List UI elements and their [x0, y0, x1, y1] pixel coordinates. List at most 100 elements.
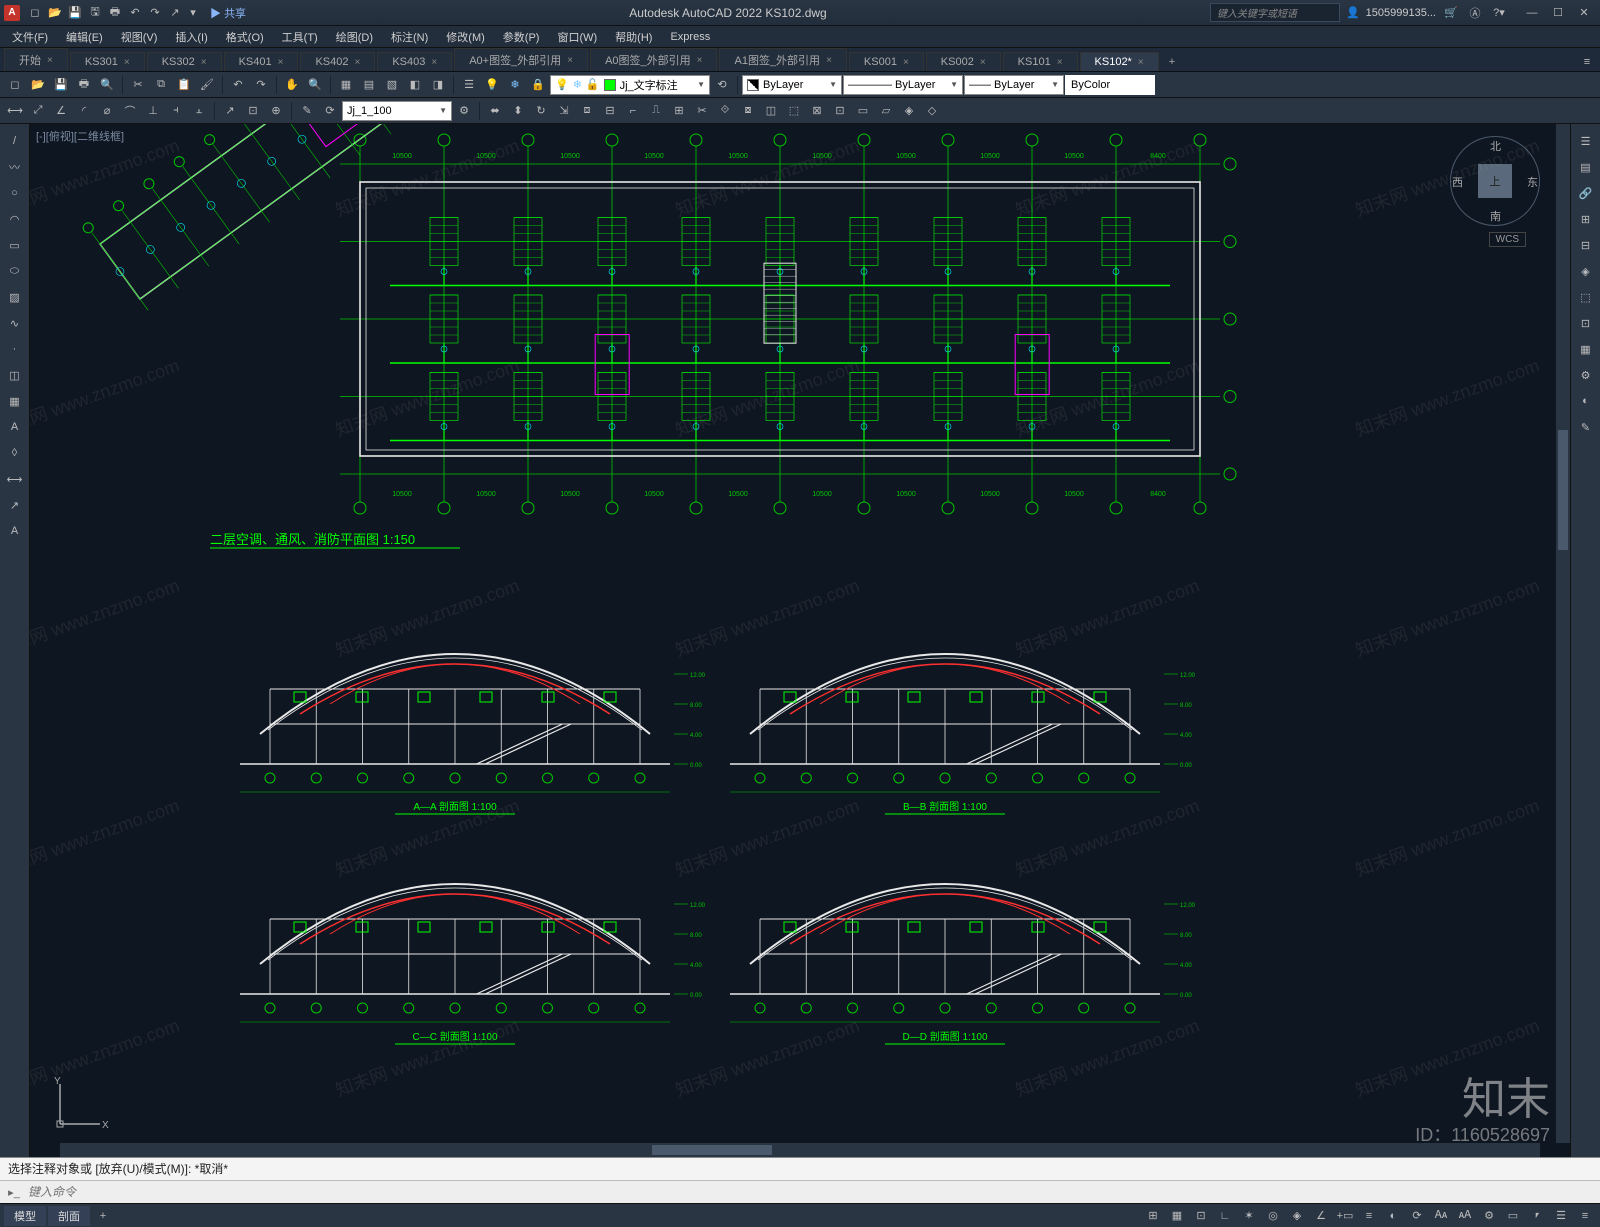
sb-monitor-icon[interactable]: ▭	[1502, 1206, 1524, 1226]
sb-snap-icon[interactable]: ⊡	[1190, 1206, 1212, 1226]
file-tab[interactable]: KS002×	[926, 52, 1001, 71]
menu-绘图[interactable]: 绘图(D)	[328, 27, 381, 47]
share-arrow-icon[interactable]: ↗	[166, 4, 184, 22]
sb-qp-icon[interactable]: ☰	[1550, 1206, 1572, 1226]
app-logo[interactable]: A	[4, 5, 20, 21]
menu-标注[interactable]: 标注(N)	[383, 27, 436, 47]
mod13[interactable]: ◫	[760, 100, 782, 122]
sb-lwt-icon[interactable]: ≡	[1358, 1206, 1380, 1226]
tab-close-icon[interactable]: ×	[980, 57, 986, 68]
dim-base-icon[interactable]: ⫞	[165, 100, 187, 122]
dimstyle-combo[interactable]: Jj_1_100▼	[342, 101, 452, 121]
dim-cont-icon[interactable]: ⫠	[188, 100, 210, 122]
sb-dyn-icon[interactable]: +▭	[1334, 1206, 1356, 1226]
menu-Express[interactable]: Express	[662, 29, 718, 45]
mod8[interactable]: ⎍	[645, 100, 667, 122]
sb-ws-icon[interactable]: ⚙	[1478, 1206, 1500, 1226]
mod11[interactable]: ⟐	[714, 100, 736, 122]
linetype-combo[interactable]: ———— ByLayer▼	[843, 75, 963, 95]
mod19[interactable]: ◈	[898, 100, 920, 122]
zoom-icon[interactable]: 🔍	[304, 74, 326, 96]
block-tool-icon[interactable]: ◫	[2, 363, 28, 387]
menu-帮助[interactable]: 帮助(H)	[607, 27, 660, 47]
match-icon[interactable]: 🖌	[196, 74, 218, 96]
file-tab[interactable]: KS302×	[147, 52, 222, 71]
command-input[interactable]	[28, 1185, 1594, 1199]
qat-dropdown-icon[interactable]: ▾	[184, 4, 202, 22]
menu-参数[interactable]: 参数(P)	[495, 27, 548, 47]
file-tab[interactable]: A0+图签_外部引用×	[454, 48, 588, 71]
file-tab[interactable]: 开始×	[4, 48, 68, 71]
hatch-tool-icon[interactable]: ▨	[2, 285, 28, 309]
menu-编辑[interactable]: 编辑(E)	[58, 27, 111, 47]
layout-plus-icon[interactable]: +	[92, 1206, 114, 1226]
mod6[interactable]: ⊟	[599, 100, 621, 122]
tab-close-icon[interactable]: ×	[1138, 57, 1144, 68]
mod16[interactable]: ⊡	[829, 100, 851, 122]
layer-combo[interactable]: 💡❄🔓 Jj_文字标注 ▼	[550, 75, 710, 95]
file-tab[interactable]: KS401×	[224, 52, 299, 71]
dim-linear-icon[interactable]: ⟷	[4, 100, 26, 122]
horizontal-scrollbar[interactable]	[60, 1143, 1540, 1157]
mod1[interactable]: ⬌	[484, 100, 506, 122]
pline-tool-icon[interactable]: 〰	[2, 155, 28, 179]
mod3[interactable]: ↻	[530, 100, 552, 122]
mod9[interactable]: ⊞	[668, 100, 690, 122]
sb-3dosnap-icon[interactable]: ◈	[1286, 1206, 1308, 1226]
circle-tool-icon[interactable]: ○	[2, 181, 28, 205]
mod5[interactable]: ⧈	[576, 100, 598, 122]
sb-osnap-icon[interactable]: ◎	[1262, 1206, 1284, 1226]
a360-icon[interactable]: Ⓐ	[1466, 4, 1484, 22]
mod7[interactable]: ⌐	[622, 100, 644, 122]
tool6-panel-icon[interactable]: ▦	[1573, 337, 1599, 361]
open-icon[interactable]: 📂	[46, 4, 64, 22]
spline-tool-icon[interactable]: ∿	[2, 311, 28, 335]
sb-ortho-icon[interactable]: ∟	[1214, 1206, 1236, 1226]
file-tab[interactable]: A0图签_外部引用×	[590, 48, 717, 71]
new-icon[interactable]: ◻	[4, 74, 26, 96]
user-icon[interactable]: 👤	[1346, 6, 1360, 19]
ellipse-tool-icon[interactable]: ⬭	[2, 259, 28, 283]
menu-插入[interactable]: 插入(I)	[167, 27, 215, 47]
mod10[interactable]: ✂	[691, 100, 713, 122]
sb-polar-icon[interactable]: ✶	[1238, 1206, 1260, 1226]
menu-视图[interactable]: 视图(V)	[113, 27, 166, 47]
dim-radius-icon[interactable]: ◜	[73, 100, 95, 122]
file-tab[interactable]: KS301×	[70, 52, 145, 71]
layer-lock-icon[interactable]: 🔒	[527, 74, 549, 96]
file-tab[interactable]: KS102*×	[1080, 52, 1159, 71]
center-icon[interactable]: ⊕	[265, 100, 287, 122]
mod12[interactable]: ⧇	[737, 100, 759, 122]
table-tool-icon[interactable]: ▦	[2, 389, 28, 413]
sb-custom-icon[interactable]: ≡	[1574, 1206, 1596, 1226]
mod15[interactable]: ⊠	[806, 100, 828, 122]
menu-文件[interactable]: 文件(F)	[4, 27, 56, 47]
props-panel-icon[interactable]: ☰	[1573, 129, 1599, 153]
tab-close-icon[interactable]: ×	[431, 57, 437, 68]
maximize-button[interactable]: ☐	[1546, 3, 1570, 23]
tab-close-icon[interactable]: ×	[201, 57, 207, 68]
plot-icon[interactable]: 🖶	[106, 4, 124, 22]
pan-icon[interactable]: ✋	[281, 74, 303, 96]
mod18[interactable]: ▱	[875, 100, 897, 122]
sb-grid-icon[interactable]: ▦	[1166, 1206, 1188, 1226]
layout-tab[interactable]: 模型	[4, 1206, 46, 1226]
sb-otrack-icon[interactable]: ∠	[1310, 1206, 1332, 1226]
dim-style-mgr-icon[interactable]: ⚙	[453, 100, 475, 122]
tab-close-icon[interactable]: ×	[124, 57, 130, 68]
dim-tool-icon[interactable]: ⟷	[2, 467, 28, 491]
drawing-canvas[interactable]: [-][俯视][二维线框] 上 北 南 东 西 WCS 105001050010…	[30, 124, 1570, 1157]
tab-close-icon[interactable]: ×	[355, 57, 361, 68]
dim-angular-icon[interactable]: ∠	[50, 100, 72, 122]
undo-icon[interactable]: ↶	[126, 4, 144, 22]
tab-close-icon[interactable]: ×	[47, 55, 53, 66]
command-line[interactable]: ▸_	[0, 1181, 1600, 1203]
leader-icon[interactable]: ↗	[219, 100, 241, 122]
tool2-panel-icon[interactable]: ⊟	[1573, 233, 1599, 257]
dim-edit-icon[interactable]: ✎	[296, 100, 318, 122]
layer-prev-icon[interactable]: ⟲	[711, 74, 733, 96]
save-icon[interactable]: 💾	[50, 74, 72, 96]
menu-修改[interactable]: 修改(M)	[438, 27, 493, 47]
tb3[interactable]: ▧	[381, 74, 403, 96]
mod4[interactable]: ⇲	[553, 100, 575, 122]
